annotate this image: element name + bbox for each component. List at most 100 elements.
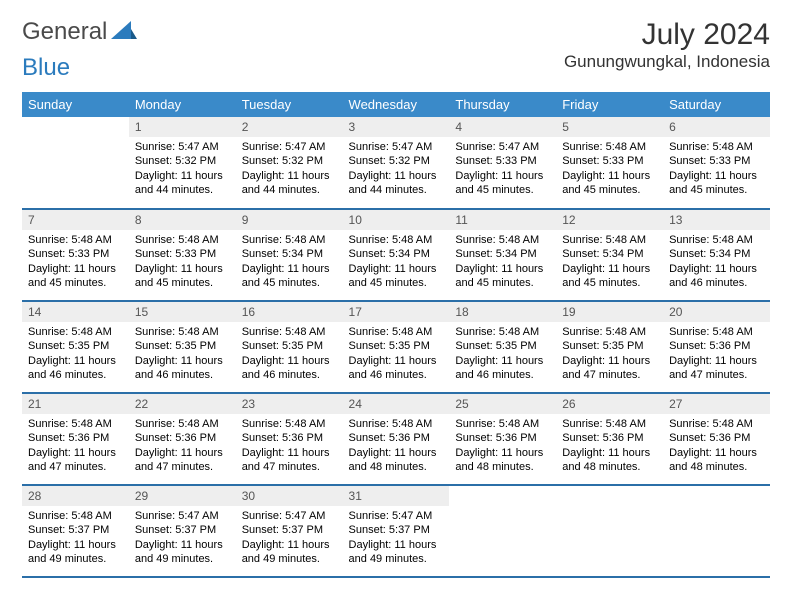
day-line: Sunset: 5:36 PM	[669, 339, 764, 353]
day-line: Daylight: 11 hours	[28, 354, 123, 368]
day-line: and 45 minutes.	[562, 183, 657, 197]
day-line: Sunrise: 5:48 AM	[135, 233, 230, 247]
day-line: Sunset: 5:32 PM	[242, 154, 337, 168]
day-number: 18	[449, 302, 556, 322]
calendar-cell: 1Sunrise: 5:47 AMSunset: 5:32 PMDaylight…	[129, 117, 236, 209]
day-number: 20	[663, 302, 770, 322]
day-number: 8	[129, 210, 236, 230]
day-line: and 45 minutes.	[669, 183, 764, 197]
day-details: Sunrise: 5:48 AMSunset: 5:36 PMDaylight:…	[22, 414, 129, 480]
day-line: and 48 minutes.	[562, 460, 657, 474]
day-line: Daylight: 11 hours	[669, 262, 764, 276]
day-details: Sunrise: 5:47 AMSunset: 5:32 PMDaylight:…	[343, 137, 450, 203]
calendar-cell: 8Sunrise: 5:48 AMSunset: 5:33 PMDaylight…	[129, 209, 236, 301]
calendar-cell: 24Sunrise: 5:48 AMSunset: 5:36 PMDayligh…	[343, 393, 450, 485]
calendar-cell: 12Sunrise: 5:48 AMSunset: 5:34 PMDayligh…	[556, 209, 663, 301]
calendar-cell: 30Sunrise: 5:47 AMSunset: 5:37 PMDayligh…	[236, 485, 343, 577]
day-line: Sunset: 5:37 PM	[135, 523, 230, 537]
day-details: Sunrise: 5:47 AMSunset: 5:37 PMDaylight:…	[236, 506, 343, 572]
day-line: Daylight: 11 hours	[242, 354, 337, 368]
day-details: Sunrise: 5:48 AMSunset: 5:36 PMDaylight:…	[236, 414, 343, 480]
day-line: Daylight: 11 hours	[135, 262, 230, 276]
logo: General	[22, 18, 137, 46]
day-line: Daylight: 11 hours	[455, 169, 550, 183]
day-details: Sunrise: 5:48 AMSunset: 5:35 PMDaylight:…	[129, 322, 236, 388]
day-line: Daylight: 11 hours	[242, 169, 337, 183]
day-details: Sunrise: 5:47 AMSunset: 5:37 PMDaylight:…	[343, 506, 450, 572]
day-line: Sunrise: 5:48 AM	[562, 233, 657, 247]
day-line: Sunrise: 5:48 AM	[349, 417, 444, 431]
day-line: and 44 minutes.	[349, 183, 444, 197]
day-line: Sunrise: 5:48 AM	[669, 233, 764, 247]
day-line: Sunrise: 5:48 AM	[242, 233, 337, 247]
day-line: Sunset: 5:32 PM	[135, 154, 230, 168]
day-details: Sunrise: 5:48 AMSunset: 5:36 PMDaylight:…	[556, 414, 663, 480]
day-line: Sunset: 5:36 PM	[242, 431, 337, 445]
day-line: Daylight: 11 hours	[135, 354, 230, 368]
day-line: Sunset: 5:36 PM	[669, 431, 764, 445]
day-line: and 46 minutes.	[455, 368, 550, 382]
day-line: Sunrise: 5:48 AM	[669, 417, 764, 431]
day-details: Sunrise: 5:47 AMSunset: 5:32 PMDaylight:…	[129, 137, 236, 203]
calendar-cell: 25Sunrise: 5:48 AMSunset: 5:36 PMDayligh…	[449, 393, 556, 485]
day-details: Sunrise: 5:48 AMSunset: 5:33 PMDaylight:…	[22, 230, 129, 296]
day-number: 24	[343, 394, 450, 414]
day-number: 29	[129, 486, 236, 506]
day-details: Sunrise: 5:48 AMSunset: 5:33 PMDaylight:…	[129, 230, 236, 296]
day-line: Daylight: 11 hours	[349, 262, 444, 276]
calendar-cell: 27Sunrise: 5:48 AMSunset: 5:36 PMDayligh…	[663, 393, 770, 485]
day-line: Sunrise: 5:48 AM	[455, 325, 550, 339]
calendar-cell: 13Sunrise: 5:48 AMSunset: 5:34 PMDayligh…	[663, 209, 770, 301]
day-line: and 49 minutes.	[349, 552, 444, 566]
day-line: and 46 minutes.	[135, 368, 230, 382]
day-line: Daylight: 11 hours	[455, 354, 550, 368]
day-line: Sunrise: 5:48 AM	[242, 325, 337, 339]
day-line: Sunset: 5:35 PM	[135, 339, 230, 353]
day-number: 11	[449, 210, 556, 230]
calendar-cell	[663, 485, 770, 577]
day-line: Sunset: 5:35 PM	[562, 339, 657, 353]
day-number: 14	[22, 302, 129, 322]
day-line: Sunrise: 5:47 AM	[349, 140, 444, 154]
calendar-row: 28Sunrise: 5:48 AMSunset: 5:37 PMDayligh…	[22, 485, 770, 577]
day-line: Daylight: 11 hours	[135, 538, 230, 552]
day-line: Daylight: 11 hours	[562, 169, 657, 183]
day-line: Daylight: 11 hours	[242, 538, 337, 552]
day-line: Sunset: 5:33 PM	[669, 154, 764, 168]
day-details: Sunrise: 5:48 AMSunset: 5:36 PMDaylight:…	[663, 414, 770, 480]
logo-triangle-icon	[111, 18, 137, 46]
day-details: Sunrise: 5:48 AMSunset: 5:35 PMDaylight:…	[343, 322, 450, 388]
day-details: Sunrise: 5:48 AMSunset: 5:33 PMDaylight:…	[556, 137, 663, 203]
day-number: 17	[343, 302, 450, 322]
day-number: 19	[556, 302, 663, 322]
day-number: 6	[663, 117, 770, 137]
calendar-cell	[22, 117, 129, 209]
day-line: and 45 minutes.	[349, 276, 444, 290]
day-details: Sunrise: 5:48 AMSunset: 5:34 PMDaylight:…	[449, 230, 556, 296]
day-line: and 45 minutes.	[135, 276, 230, 290]
day-number: 23	[236, 394, 343, 414]
day-details: Sunrise: 5:48 AMSunset: 5:36 PMDaylight:…	[663, 322, 770, 388]
day-line: Sunset: 5:37 PM	[242, 523, 337, 537]
day-line: Sunrise: 5:48 AM	[28, 509, 123, 523]
day-line: Sunset: 5:33 PM	[455, 154, 550, 168]
day-line: Daylight: 11 hours	[455, 446, 550, 460]
day-details: Sunrise: 5:47 AMSunset: 5:32 PMDaylight:…	[236, 137, 343, 203]
calendar-cell: 23Sunrise: 5:48 AMSunset: 5:36 PMDayligh…	[236, 393, 343, 485]
day-number: 3	[343, 117, 450, 137]
day-line: and 44 minutes.	[242, 183, 337, 197]
calendar-cell: 17Sunrise: 5:48 AMSunset: 5:35 PMDayligh…	[343, 301, 450, 393]
day-line: Sunset: 5:36 PM	[28, 431, 123, 445]
day-number: 16	[236, 302, 343, 322]
day-number: 27	[663, 394, 770, 414]
day-details: Sunrise: 5:48 AMSunset: 5:36 PMDaylight:…	[129, 414, 236, 480]
day-header: Saturday	[663, 92, 770, 117]
day-details: Sunrise: 5:47 AMSunset: 5:37 PMDaylight:…	[129, 506, 236, 572]
day-line: Sunrise: 5:48 AM	[135, 325, 230, 339]
day-line: Daylight: 11 hours	[562, 446, 657, 460]
calendar-row: 14Sunrise: 5:48 AMSunset: 5:35 PMDayligh…	[22, 301, 770, 393]
calendar-cell: 15Sunrise: 5:48 AMSunset: 5:35 PMDayligh…	[129, 301, 236, 393]
day-line: Sunset: 5:33 PM	[135, 247, 230, 261]
day-number: 4	[449, 117, 556, 137]
calendar-cell: 6Sunrise: 5:48 AMSunset: 5:33 PMDaylight…	[663, 117, 770, 209]
